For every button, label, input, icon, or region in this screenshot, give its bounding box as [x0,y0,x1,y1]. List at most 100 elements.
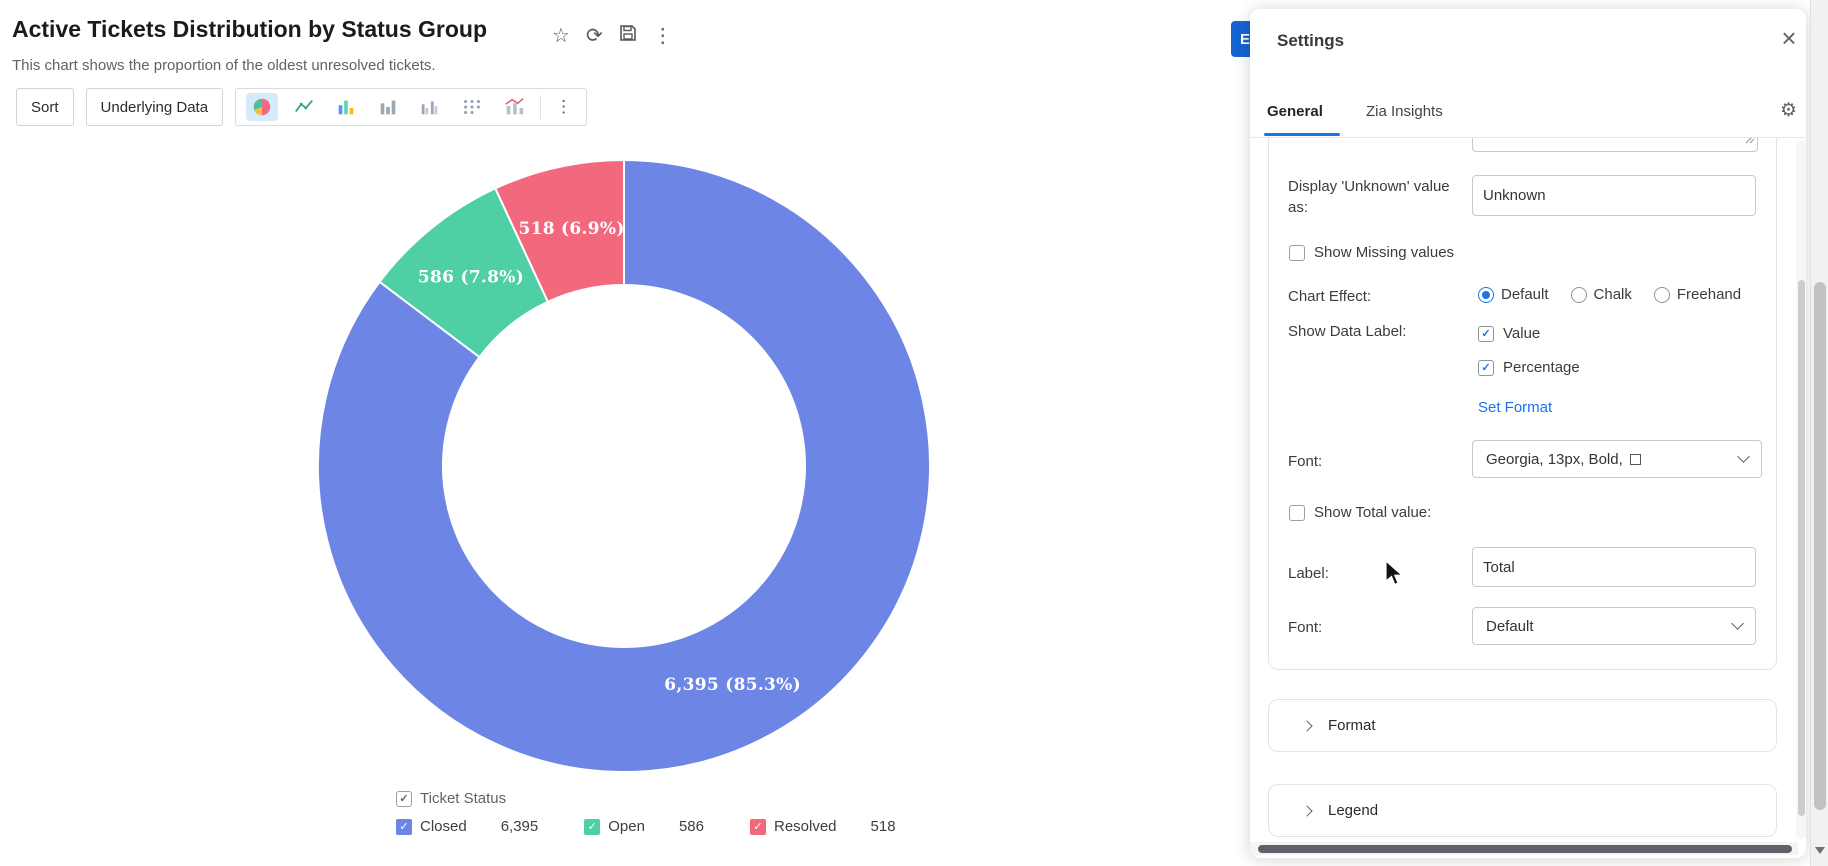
general-settings-card [1268,138,1777,670]
legend-label: Resolved [773,818,837,835]
legend-label: Closed [420,818,467,835]
tab-zia-insights[interactable]: Zia Insights [1366,103,1443,120]
slice-data-label: 518 (6.9%) [518,219,624,239]
font-label: Font: [1288,453,1323,470]
donut-chart: 6,395 (85.3%) 586 (7.8%) 518 (6.9%) [316,158,932,774]
chevron-down-icon [1737,450,1750,463]
value-checkbox-row: Value [1478,325,1540,342]
legend-title: Ticket Status [420,790,507,807]
percentage-checkbox-row: Percentage [1478,359,1580,376]
section-format[interactable]: Format [1268,699,1777,752]
display-unknown-input[interactable] [1472,175,1756,216]
slice-data-label: 6,395 (85.3%) [664,675,801,695]
chevron-right-icon [1301,804,1313,817]
section-legend[interactable]: Legend [1268,784,1777,837]
legend-item-closed: ✓ Closed 6,395 [396,818,538,835]
total-label-input[interactable] [1472,547,1756,587]
tab-general[interactable]: General [1267,103,1323,120]
favorite-star-icon[interactable]: ☆ [552,24,570,47]
font-color-swatch [1629,453,1641,465]
bar-chart-icon[interactable] [330,93,362,121]
resize-handle-icon[interactable] [1745,138,1755,149]
gear-icon[interactable]: ⚙ [1780,100,1798,121]
column-chart-icon[interactable] [372,93,404,121]
save-icon[interactable] [619,24,637,47]
legend-item-open: ✓ Open 586 [584,818,704,835]
page-scrollbar-thumb[interactable] [1814,282,1826,810]
scrollbar-down-arrow-icon[interactable] [1815,847,1825,854]
slice-data-label: 586 (7.8%) [418,268,524,288]
total-font-dropdown[interactable]: Default [1472,607,1756,645]
legend-value: 6,395 [500,818,539,835]
legend-item-resolved: ✓ Resolved 518 [749,818,896,835]
percentage-label: Percentage [1503,359,1580,376]
section-format-label: Format [1328,717,1376,734]
chart-toolbar: Sort Underlying Data ⋮ [16,88,588,126]
total-label-label: Label: [1288,565,1329,582]
show-data-label-label: Show Data Label: [1288,323,1407,340]
close-icon[interactable]: × [1781,22,1797,53]
legend-value: 586 [678,818,704,835]
page-title: Active Tickets Distribution by Status Gr… [12,16,487,42]
grouped-bar-chart-icon[interactable] [414,93,446,121]
page-scrollbar [1810,0,1828,866]
display-unknown-label: Display 'Unknown' value as: [1288,178,1450,216]
active-tab-underline [1264,133,1340,136]
show-total-value-row: Show Total value: [1289,504,1431,521]
radio-label-freehand: Freehand [1676,286,1742,303]
pie-chart-icon[interactable] [246,93,279,121]
chevron-right-icon [1301,719,1313,732]
more-chart-types-icon[interactable]: ⋮ [555,97,573,116]
line-chart-icon[interactable] [288,93,320,121]
legend-value: 518 [870,818,896,835]
toolbar-separator [540,95,542,119]
panel-scrollbar-thumb[interactable] [1798,280,1805,816]
more-options-icon[interactable]: ⋮ [652,24,673,47]
chart-legend: Ticket Status ✓ Closed 6,395 ✓ Open 586 … [396,790,896,835]
legend-swatch-resolved[interactable]: ✓ [749,818,766,835]
radio-label-chalk: Chalk [1593,286,1632,303]
legend-swatch-open[interactable]: ✓ [584,818,601,835]
partially-visible-textarea[interactable] [1472,138,1758,152]
font-dropdown-value: Georgia, 13px, Bold, [1486,450,1623,468]
underlying-data-button[interactable]: Underlying Data [85,88,224,126]
chart-type-switcher: ⋮ [235,88,588,126]
show-missing-values-checkbox[interactable] [1289,244,1305,261]
chart-effect-label: Chart Effect: [1288,288,1372,305]
settings-panel: Settings × General Zia Insights ⚙ Displa… [1250,9,1806,858]
section-legend-label: Legend [1328,802,1379,819]
refresh-icon[interactable]: ⟳ [585,24,603,47]
scatter-chart-icon[interactable] [456,93,488,121]
settings-panel-title: Settings [1277,31,1345,50]
show-total-value-checkbox[interactable] [1289,504,1305,521]
show-total-value-label: Show Total value: [1314,504,1432,521]
chart-effect-options: Default Chalk Freehand [1478,286,1741,303]
settings-scroll-area: Display 'Unknown' value as: Show Missing… [1250,138,1798,842]
percentage-checkbox[interactable] [1478,359,1494,376]
show-missing-values-label: Show Missing values [1314,244,1455,261]
data-label-font-dropdown[interactable]: Georgia, 13px, Bold, [1472,440,1762,478]
set-format-link[interactable]: Set Format [1478,399,1553,416]
chevron-down-icon [1731,617,1744,630]
sort-button[interactable]: Sort [16,88,74,126]
value-label: Value [1503,325,1541,342]
radio-label-default: Default [1501,286,1549,303]
donut-slice-closed[interactable] [317,158,931,773]
title-actions: ☆ ⟳ ⋮ [552,24,673,47]
value-checkbox[interactable] [1478,325,1494,342]
total-font-dropdown-value: Default [1486,617,1534,635]
page-subtitle: This chart shows the proportion of the o… [12,57,436,74]
donut-slice-resolved[interactable] [493,158,625,304]
legend-label: Open [608,818,645,835]
combo-chart-icon[interactable] [498,93,530,121]
partially-hidden-button-label: E [1240,30,1251,48]
radio-chart-effect-freehand[interactable] [1653,286,1670,303]
legend-swatch-closed[interactable]: ✓ [396,818,412,835]
tabs-divider [1250,137,1806,138]
legend-title-checkbox[interactable] [396,790,412,807]
panel-horizontal-scrollbar-thumb[interactable] [1258,845,1792,853]
radio-chart-effect-default[interactable] [1478,286,1494,303]
total-font-label: Font: [1288,619,1323,636]
show-missing-values-row: Show Missing values [1289,244,1454,261]
radio-chart-effect-chalk[interactable] [1570,286,1587,303]
